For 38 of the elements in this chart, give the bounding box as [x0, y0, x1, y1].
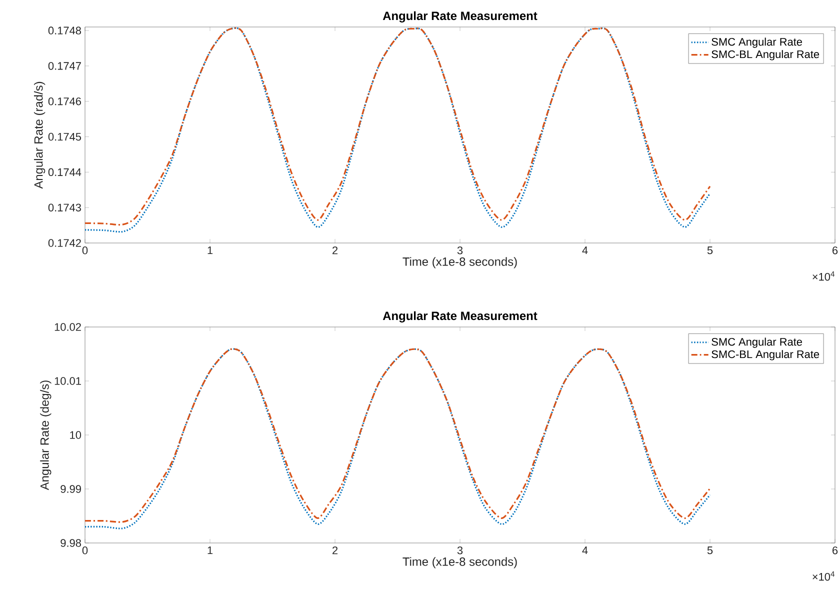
x-tick-label: 4	[582, 246, 588, 254]
x-tick-label: 0	[82, 246, 88, 254]
y-tick-label: 0.1742	[48, 239, 81, 247]
x-tick-label: 1	[208, 546, 213, 554]
x-tick-label: 6	[832, 246, 838, 254]
x-tick-label: 6	[832, 546, 838, 554]
y-tick-label: 0.1744	[48, 168, 82, 176]
legend-label: SMC Angular Rate	[712, 38, 802, 48]
x-tick-label: 1	[208, 246, 213, 254]
y-axis-title: Angular Rate (rad/s)	[34, 82, 46, 189]
y-tick-label: 0.1743	[48, 204, 81, 212]
y-axis-title: Angular Rate (deg/s)	[40, 380, 52, 490]
y-tick-label: 10	[70, 431, 82, 439]
chart-title: Angular Rate Measurement	[382, 311, 538, 322]
y-tick-label: 0.1747	[48, 62, 81, 70]
legend-label: SMC-BL Angular Rate	[712, 350, 820, 360]
y-tick-label: 10.01	[54, 377, 81, 385]
x-axis-title: Time (x1e-8 seconds)	[402, 257, 517, 268]
legend-label: SMC Angular Rate	[712, 338, 802, 348]
y-tick-label: 0.1745	[48, 132, 82, 141]
x-tick-label: 2	[332, 246, 338, 254]
x-tick-label: 2	[332, 546, 338, 554]
x-tick-label: 5	[707, 246, 713, 254]
x-tick-label: 5	[707, 546, 713, 554]
x-tick-label: 3	[457, 246, 463, 254]
x-tick-label: 0	[82, 546, 88, 554]
y-tick-label: 9.99	[60, 485, 81, 493]
x-tick-label: 3	[457, 546, 463, 554]
x-axis-title: Time (x1e-8 seconds)	[402, 557, 517, 568]
text: ×10$^{4}$	[812, 271, 835, 281]
text: ×10$^{4}$	[812, 571, 835, 581]
chart-title: Angular Rate Measurement	[382, 11, 538, 22]
x-tick-label: 4	[582, 546, 588, 554]
y-tick-label: 10.02	[54, 323, 81, 331]
y-tick-label: 0.1746	[48, 97, 81, 106]
legend-label: SMC-BL Angular Rate	[712, 50, 820, 60]
y-tick-label: 9.98	[60, 539, 81, 547]
y-tick-label: 0.1748	[48, 26, 81, 34]
